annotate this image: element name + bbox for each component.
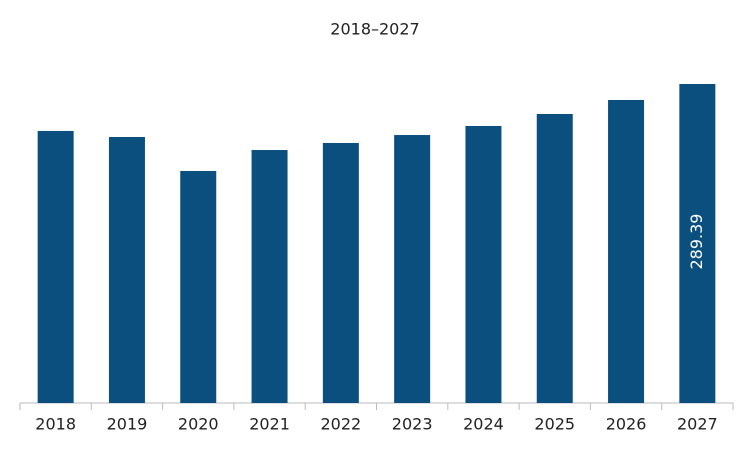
x-tick-label: 2018 [35,415,76,434]
bar [465,125,502,404]
value-label: 289.39 [687,214,706,270]
bar [108,137,145,403]
x-tick-label: 2019 [107,415,148,434]
bar [180,170,217,403]
bar [679,84,716,403]
bar [608,99,645,403]
x-tick-label: 2023 [392,415,433,434]
x-tick-label: 2024 [463,415,504,434]
bar [251,150,288,403]
x-tick-label: 2027 [677,415,718,434]
x-tick-label: 2025 [534,415,575,434]
x-tick-label: 2026 [606,415,647,434]
chart-title: 2018–2027 [330,20,419,39]
bar [37,130,74,403]
bar [536,113,573,403]
bar [394,135,431,403]
x-tick-label: 2020 [178,415,219,434]
x-tick-label: 2021 [249,415,290,434]
x-tick-label: 2022 [320,415,361,434]
bar [322,142,359,404]
